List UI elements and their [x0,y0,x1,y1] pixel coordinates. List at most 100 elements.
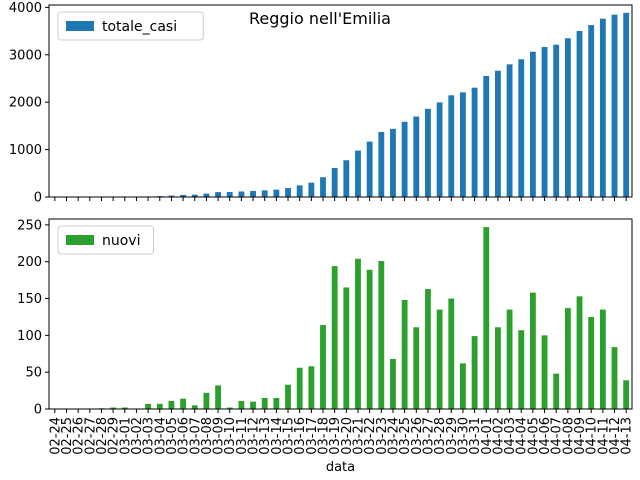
y-tick-label: 150 [17,292,42,307]
bar-nuovi-25 [343,287,350,409]
figure-title: Reggio nell'Emilia [249,9,391,28]
bar-totale_casi-19 [273,189,280,197]
bar-nuovi-43 [553,373,560,409]
bar-totale_casi-26 [355,150,361,197]
bar-nuovi-15 [226,407,233,409]
bar-totale_casi-13 [203,193,210,197]
x-tick-label: 03-10 [223,417,238,455]
bar-nuovi-9 [156,403,163,409]
bar-totale_casi-24 [331,168,338,197]
bar-totale_casi-45 [576,30,583,198]
bar-totale_casi-36 [471,87,478,197]
x-tick-label: 03-23 [375,417,390,455]
legend-swatch [66,235,94,245]
x-tick-label: 02-29 [107,417,122,455]
y-tick-label: 250 [17,218,42,233]
x-tick-label: 04-01 [480,417,495,455]
bar-nuovi-12 [191,405,198,409]
axes-frame [48,218,633,410]
y-tick-label: 2000 [9,96,42,111]
x-tick-label: 03-30 [456,417,471,455]
y-tick-label: 0 [34,191,42,206]
y-tick-label: 3000 [9,48,42,63]
x-tick-label: 03-06 [177,417,192,455]
bar-totale_casi-48 [611,14,618,198]
x-tick-label: 03-07 [188,417,203,455]
legend-swatch [66,21,94,31]
bar-totale_casi-33 [436,102,443,197]
bar-totale_casi-20 [285,188,291,197]
bar-totale_casi-47 [599,18,606,198]
x-tick-label: 04-13 [620,417,635,455]
bar-totale_casi-17 [250,191,256,197]
bar-totale_casi-21 [296,185,303,197]
x-tick-label: 03-11 [235,417,250,455]
bar-nuovi-11 [180,398,187,409]
bar-nuovi-6 [121,407,128,409]
x-tick-label: 02-28 [95,417,110,455]
y-tick-label: 200 [17,255,42,270]
bar-nuovi-8 [145,403,152,409]
x-tick-label: 04-09 [573,417,588,455]
bar-nuovi-45 [576,296,583,409]
x-tick-label: 04-10 [585,417,600,455]
x-tick-label: 03-18 [317,417,332,455]
bar-nuovi-5 [110,407,117,409]
axes-frame [48,4,633,198]
legend-label: nuovi [102,233,141,249]
x-tick-label: 03-29 [445,417,460,455]
bar-totale_casi-30 [401,121,408,197]
x-tick-label: 04-03 [503,417,518,455]
y-tick-label: 50 [25,366,42,381]
x-tick-label: 02-25 [60,417,75,455]
bar-totale_casi-28 [378,132,385,197]
x-tick-label: 04-11 [596,417,611,455]
bar-totale_casi-35 [460,92,466,197]
y-tick-label: 4000 [9,1,42,16]
x-tick-label: 03-20 [340,417,355,455]
x-tick-label: 03-19 [328,417,343,455]
bar-nuovi-21 [296,367,303,409]
x-tick-label: 03-16 [293,417,308,455]
bar-totale_casi-18 [261,190,268,197]
x-tick-label: 03-12 [247,417,262,455]
bar-nuovi-23 [320,325,326,409]
x-tick-label: 03-04 [153,417,168,455]
y-tick-label: 100 [17,329,42,344]
legend-label: totale_casi [102,19,177,35]
bar-totale_casi-15 [226,192,233,197]
x-tick-label: 04-04 [515,417,530,455]
bar-nuovi-37 [483,227,490,409]
bar-totale_casi-34 [448,95,455,197]
bar-nuovi-49 [623,380,630,409]
bar-totale_casi-23 [320,177,326,197]
bar-totale_casi-39 [506,64,513,197]
bar-nuovi-14 [215,385,221,409]
bar-nuovi-44 [564,308,571,409]
bar-nuovi-40 [518,330,525,409]
bar-totale_casi-12 [191,194,198,197]
bar-nuovi-46 [588,316,595,409]
bar-nuovi-31 [413,327,420,409]
bar-nuovi-28 [378,260,385,409]
x-tick-label: 03-25 [398,417,413,455]
x-tick-label: 03-24 [386,417,401,455]
bar-totale_casi-29 [390,128,396,197]
bar-totale_casi-14 [215,192,221,197]
bar-totale_casi-25 [343,160,350,197]
bar-nuovi-38 [495,327,501,409]
bar-totale_casi-40 [518,59,525,198]
legend-box [57,11,204,41]
x-tick-label: 04-07 [550,417,565,455]
bar-totale_casi-10 [168,195,175,197]
bar-nuovi-27 [366,269,373,409]
bar-totale_casi-37 [483,75,490,197]
bar-nuovi-19 [273,397,280,409]
bar-nuovi-24 [331,266,338,409]
bar-nuovi-48 [611,347,618,409]
bar-totale_casi-41 [529,51,536,197]
bar-nuovi-29 [390,358,396,409]
x-tick-label: 04-12 [608,417,623,455]
bar-nuovi-35 [460,363,466,409]
